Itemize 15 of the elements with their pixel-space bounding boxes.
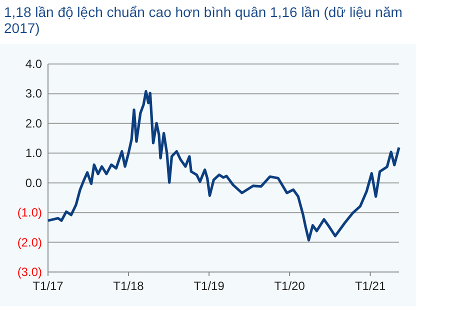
- x-tick-label: T1/20: [274, 279, 306, 293]
- y-tick-label: (1.0): [17, 206, 42, 220]
- chart-title: 1,18 lần độ lệch chuẩn cao hơn bình quân 1,16 lần (dữ liệu năm 2017): [4, 4, 402, 36]
- x-tick-label: T1/21: [354, 279, 386, 293]
- line-series: [46, 90, 400, 242]
- x-tick-label: T1/19: [194, 279, 225, 293]
- y-tick-label: 0.0: [25, 176, 42, 190]
- y-tick-label: 3.0: [25, 86, 42, 101]
- x-tick-label: T1/18: [113, 279, 144, 293]
- y-tick-label: 1.0: [25, 146, 42, 160]
- y-tick-label: 4.0: [25, 57, 42, 71]
- x-tick-label: T1/17: [32, 279, 64, 293]
- y-tick-label: (3.0): [17, 265, 42, 279]
- y-tick-label: (2.0): [17, 235, 42, 250]
- y-tick-label: 2.0: [25, 116, 42, 130]
